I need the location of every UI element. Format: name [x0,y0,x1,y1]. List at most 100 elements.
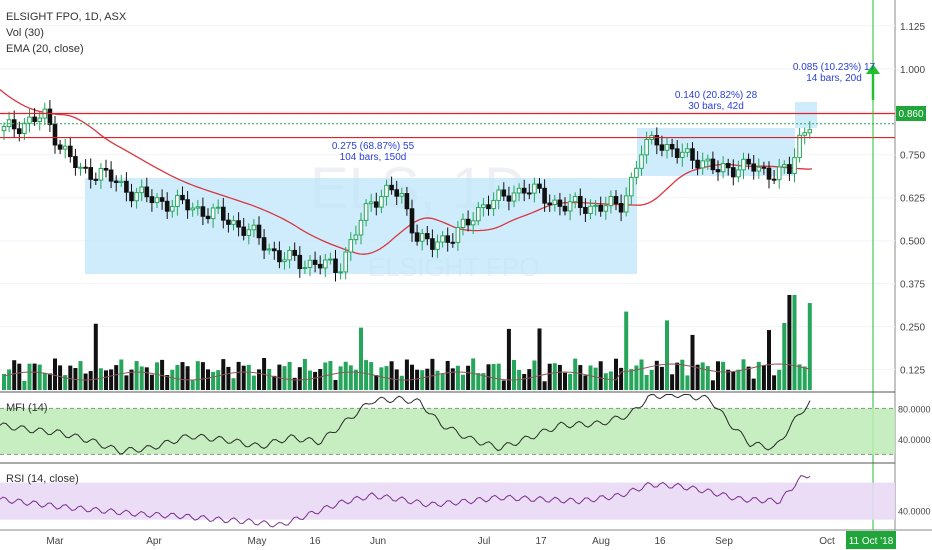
volume-bar [318,369,323,390]
candle-body [98,167,104,181]
volume-bar [246,364,251,390]
candle-body [6,119,12,128]
candle-body [419,233,425,242]
candle-body [47,108,53,125]
volume-bar [619,367,624,390]
candle-body [363,203,369,221]
time-tick-label: 16 [654,536,666,547]
volume-bar [313,371,318,390]
candle-body [52,123,58,146]
volume-bar [461,374,465,390]
candle-body [226,219,231,225]
candle-body [124,180,129,193]
candle-body [338,271,343,274]
indicator-vol-label[interactable]: Vol (30) [6,27,44,39]
candle-body [261,237,267,251]
candle-body [521,187,527,194]
mfi-label[interactable]: MFI (14) [6,402,48,414]
volume-bar [109,369,114,390]
volume-bar [37,364,42,390]
volume-bar [348,365,353,390]
volume-bar [603,373,608,390]
volume-bar [78,361,83,390]
candle-body [618,203,624,213]
candle-body [516,187,522,194]
candle-body [639,154,644,169]
volume-bar [608,371,613,390]
volume-bar [374,375,379,390]
measure-1-line2: 104 bars, 150d [340,152,407,163]
candle-body [425,233,430,240]
candle-body [241,226,246,236]
candle-body [669,144,675,150]
candle-body [312,259,318,265]
mfi-tick-label: 40.0000 [898,435,931,445]
volume-bar [389,361,394,390]
time-tick-label: Aug [592,536,610,547]
volume-bar [124,375,129,390]
volume-bar [670,374,675,390]
candle-body [481,204,486,209]
volume-bar [12,360,17,390]
volume-bar [160,359,165,390]
candlesticks [1,100,813,282]
time-tick-label: May [248,536,267,547]
volume-bar [211,371,216,390]
candle-body [680,151,685,158]
candle-body [644,138,649,156]
volume-bar [149,374,154,390]
volume-bar [297,367,302,390]
candle-body [807,129,813,134]
rsi-label[interactable]: RSI (14, close) [6,473,79,485]
candle-body [134,192,139,202]
candle-body [317,263,323,269]
candle-body [511,192,517,202]
volume-bar [777,369,782,390]
volume-bar [180,362,185,390]
candle-body [404,193,410,210]
candle-body [374,201,379,208]
candle-body [725,163,731,169]
date-badge-text: 11 Oct '18 [849,536,894,547]
volume-bar [481,373,486,390]
volume-bar [282,366,287,390]
volume-bar [578,365,583,390]
candle-body [394,189,399,197]
candle-body [532,183,537,194]
volume-bar [634,365,639,390]
candle-body [634,167,639,178]
candle-body [32,116,37,122]
volume-bar [455,365,460,390]
candle-body [598,204,604,212]
volume-bar [272,375,277,390]
candle-body [567,201,573,212]
indicator-ema-label[interactable]: EMA (20, close) [6,43,84,55]
mfi-tick-label: 80.0000 [898,404,931,414]
price-tick-label: 0.625 [900,194,925,205]
candle-body [22,122,27,135]
volume-bar [343,361,348,390]
candle-body [236,220,241,228]
candle-body [68,145,73,158]
volume-bar [512,359,516,390]
candle-body [771,178,777,181]
ema-line [0,89,813,255]
candle-body [710,158,716,171]
volume-bar [277,364,282,390]
candle-body [93,178,99,181]
price-tick-label: 1.000 [900,65,925,76]
candle-body [205,215,211,220]
volume-bar [547,363,552,390]
volume-bar [114,365,119,390]
volume-bar [496,363,501,390]
candle-body [307,259,313,269]
candle-body [506,195,512,202]
candle-body [751,163,757,172]
candle-body [139,186,144,194]
rsi-tick-label: 40.0000 [898,506,931,516]
volume-bar [665,320,669,390]
volume-bar [410,364,414,390]
candle-body [251,224,257,231]
candle-body [119,180,124,183]
volume-bar [726,369,731,390]
